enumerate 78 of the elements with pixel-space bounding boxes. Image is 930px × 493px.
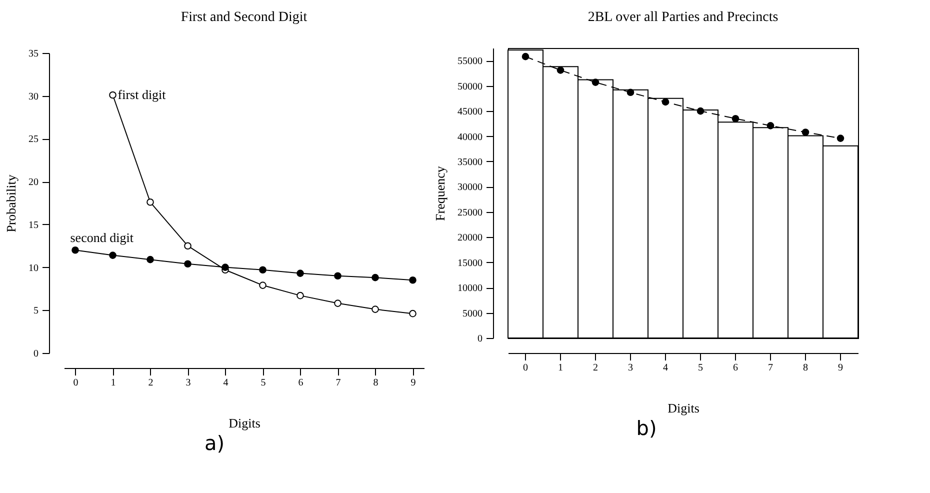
point	[334, 300, 342, 307]
point	[592, 78, 600, 86]
y-tick-label: 5000	[462, 308, 482, 320]
y-tick-label: 55000	[458, 56, 482, 68]
point	[836, 134, 844, 142]
y-tick-label: 40000	[458, 132, 482, 143]
x-tick-label: 2	[148, 378, 154, 388]
y-tick-label: 15000	[458, 258, 482, 269]
point	[732, 114, 740, 122]
x-tick-label: 4	[223, 378, 228, 388]
y-tick-label: 20000	[458, 232, 482, 244]
x-tick-label: 2	[593, 362, 598, 374]
y-tick-label: 0	[34, 348, 38, 360]
chart-title: 2BL over all Parties and Precincts	[588, 10, 778, 25]
point	[802, 128, 810, 136]
y-tick-label: 50000	[458, 81, 482, 92]
point	[109, 91, 116, 99]
point	[222, 264, 229, 271]
x-tick-label: 3	[628, 362, 633, 374]
x-tick-label: 1	[558, 362, 563, 374]
x-tick-label: 3	[186, 378, 191, 388]
x-axis-title: Digits	[668, 400, 700, 416]
x-tick-label: 6	[298, 378, 304, 388]
point	[372, 306, 379, 313]
x-tick-label: 7	[336, 378, 341, 388]
point	[556, 66, 564, 74]
point	[259, 266, 266, 274]
y-tick-label: 25	[28, 134, 38, 146]
point	[372, 274, 379, 282]
x-tick-label: 5	[698, 362, 703, 374]
point	[184, 242, 192, 250]
chart-title: First and Second Digit	[180, 10, 308, 25]
text: a)	[204, 431, 225, 455]
point	[109, 252, 116, 259]
x-tick-label: 8	[803, 362, 808, 374]
x-tick-label: 0	[523, 362, 528, 374]
point	[184, 260, 192, 268]
x-tick-label: 5	[260, 378, 266, 388]
y-tick-label: 35000	[458, 156, 482, 168]
point	[72, 246, 79, 254]
point	[296, 270, 304, 277]
y-axis-title: Frequency	[432, 166, 448, 221]
x-tick-label: 0	[73, 378, 78, 388]
y-tick-label: 25000	[458, 207, 482, 218]
x-tick-label: 8	[373, 378, 378, 388]
point	[626, 88, 634, 96]
text: b)	[636, 416, 657, 440]
y-tick-label: 30	[28, 91, 38, 102]
point	[766, 122, 774, 130]
y-tick-label: 10	[28, 262, 38, 274]
point	[146, 256, 154, 264]
point	[522, 52, 530, 60]
series-label: second digit	[70, 230, 134, 246]
y-tick-label: 45000	[458, 106, 482, 118]
point	[409, 310, 416, 318]
point	[696, 107, 704, 115]
y-tick-label: 15	[28, 220, 38, 231]
point	[662, 98, 670, 106]
x-tick-label: 1	[110, 378, 116, 388]
y-axis-title: Probability	[4, 174, 18, 232]
y-tick-label: 5	[34, 306, 38, 317]
point	[334, 272, 342, 280]
point	[146, 198, 154, 206]
y-tick-label: 0	[478, 334, 482, 344]
y-tick-label: 10000	[458, 283, 482, 294]
x-tick-label: 7	[768, 362, 773, 374]
x-tick-label: 4	[663, 362, 668, 374]
point	[259, 282, 266, 289]
point	[409, 276, 416, 284]
x-tick-label: 6	[733, 362, 738, 374]
x-tick-label: 9	[838, 362, 843, 374]
y-tick-label: 35	[28, 48, 38, 60]
y-tick-label: 30000	[458, 182, 482, 194]
x-axis-title: Digits	[228, 416, 260, 430]
x-tick-label: 9	[410, 378, 416, 388]
series-label: first digit	[118, 87, 166, 102]
point	[296, 292, 304, 300]
y-tick-label: 20	[28, 177, 38, 188]
